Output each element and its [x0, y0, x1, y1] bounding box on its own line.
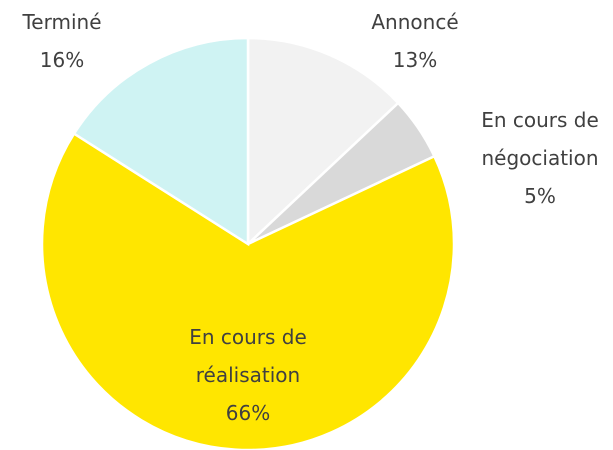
category-name: En cours de négociation — [481, 108, 599, 170]
slice-label: Annoncé 13% — [350, 3, 480, 79]
category-name: Annoncé — [371, 10, 459, 34]
slice-label: Terminé 16% — [0, 3, 127, 79]
pie-slice — [72, 36, 250, 247]
slice-label: En cours de négociation 5% — [465, 101, 613, 215]
value-label: 13% — [392, 48, 438, 72]
value-label: 16% — [39, 48, 85, 72]
category-name: Terminé — [22, 10, 102, 34]
slice-label: En cours de réalisation 66% — [173, 318, 323, 432]
pie-slice — [246, 36, 400, 247]
category-name: En cours de réalisation — [189, 325, 307, 387]
value-label: 66% — [225, 401, 271, 425]
value-label: 5% — [524, 184, 556, 208]
